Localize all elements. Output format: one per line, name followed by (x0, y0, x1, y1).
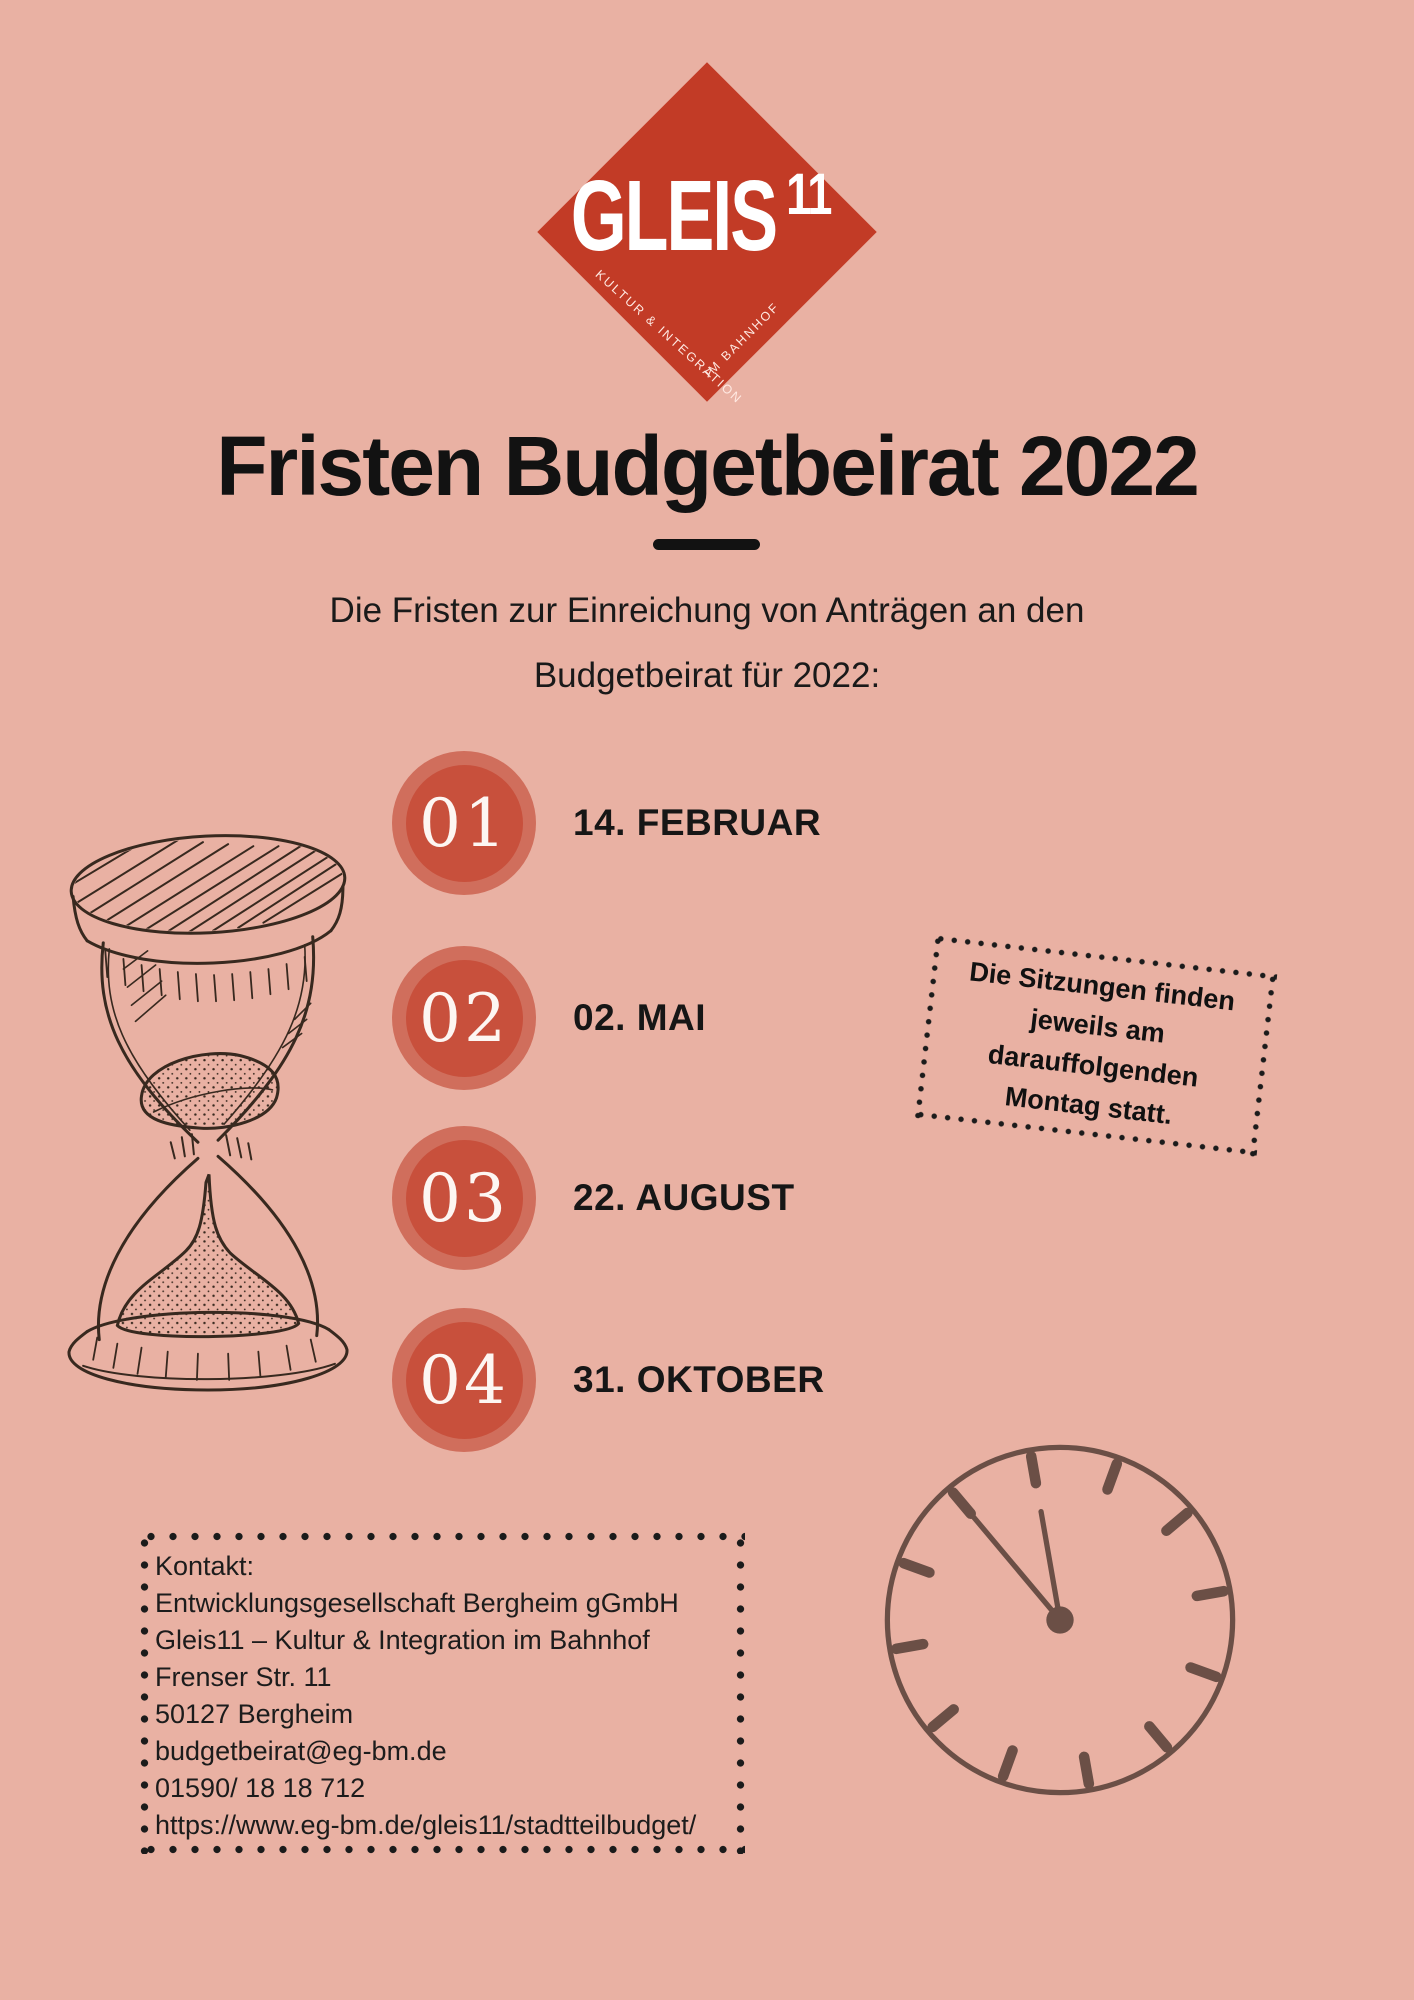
deadline-4-number: 04 (419, 1341, 509, 1419)
contact-city: 50127 Bergheim (155, 1699, 354, 1729)
clock-hour-hand (1038, 1508, 1063, 1623)
deadline-1-number: 01 (419, 784, 509, 862)
contact-street: Frenser Str. 11 (155, 1662, 332, 1692)
deadline-2-date: 02. MAI (573, 997, 707, 1038)
logo-brand-sup: 11 (786, 162, 832, 227)
contact-org: Gleis11 – Kultur & Integration im Bahnho… (155, 1625, 650, 1655)
deadline-3-badge-inner: 03 (405, 1139, 523, 1257)
contact-email: budgetbeirat@eg-bm.de (155, 1736, 447, 1766)
deadline-2-badge-inner: 02 (405, 959, 523, 1077)
page-title: Fristen Budgetbeirat 2022 (216, 419, 1200, 513)
deadline-2-number: 02 (419, 979, 509, 1057)
clock-minute-hand (963, 1505, 1063, 1623)
contact-url: https://www.eg-bm.de/gleis11/stadtteilbu… (155, 1810, 697, 1840)
deadline-1-badge-inner: 01 (405, 764, 523, 882)
clock-illustration (884, 1444, 1236, 1796)
deadline-4-date: 31. OKTOBER (573, 1359, 825, 1400)
contact-box: Kontakt: Entwicklungsgesellschaft Berghe… (140, 1532, 745, 1854)
subtitle-line-1: Die Fristen zur Einreichung von Anträgen… (329, 591, 1085, 630)
subtitle-line-2: Budgetbeirat für 2022: (533, 656, 881, 695)
deadline-2-badge: 02 (392, 946, 536, 1090)
deadline-1-date: 14. FEBRUAR (573, 802, 822, 843)
clock-center-dot (1046, 1606, 1074, 1634)
subtitle: Die Fristen zur Einreichung von Anträgen… (0, 578, 1414, 708)
deadline-4-badge-inner: 04 (405, 1321, 523, 1439)
title-divider (653, 539, 760, 550)
deadline-1-badge: 01 (392, 751, 536, 895)
hourglass-illustration (67, 834, 349, 1392)
contact-phone: 01590/ 18 18 712 (155, 1773, 366, 1803)
logo-brand-text: GLEIS (570, 160, 778, 272)
deadline-3-date: 22. AUGUST (573, 1177, 795, 1218)
deadline-4-badge: 04 (392, 1308, 536, 1452)
logo-wordmark: GLEIS 11 (531, 160, 837, 296)
note-box: Die Sitzungen finden jeweils am darauffo… (913, 934, 1278, 1157)
deadline-3-badge: 03 (392, 1126, 536, 1270)
deadline-3-number: 03 (419, 1159, 509, 1237)
contact-company: Entwicklungsgesellschaft Bergheim gGmbH (155, 1588, 679, 1618)
contact-heading: Kontakt: (155, 1551, 255, 1581)
